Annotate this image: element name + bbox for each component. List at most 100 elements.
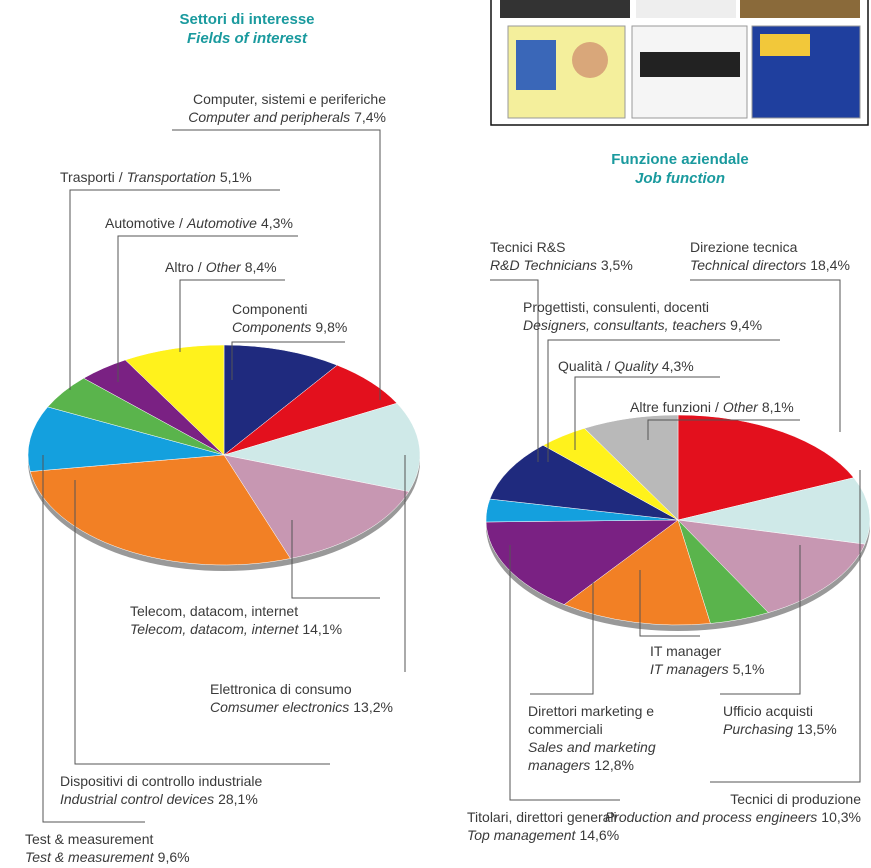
category-label: Computer, sistemi e periferiche [193, 91, 386, 107]
value-label: 5,1% [732, 661, 765, 677]
category-label: Altre funzioni [630, 399, 711, 415]
title: Funzione aziendale [611, 151, 749, 168]
leader-line [69, 189, 280, 390]
value-label: 18,4% [810, 257, 850, 273]
leader-line [117, 235, 298, 382]
category-label-en: R&D Technicians [490, 257, 597, 273]
category-label-en: Test & measurement [25, 849, 154, 865]
separator: / [197, 259, 202, 275]
value-label: 10,3% [821, 809, 861, 825]
category-label-en: Technical directors [690, 257, 807, 273]
value-label: 14,1% [302, 621, 343, 637]
category-label-en: Production and process engineers [604, 809, 818, 825]
category-label: Tecnici R&S [490, 239, 566, 255]
inset-ad [636, 0, 736, 18]
value-label: 4,3% [661, 358, 694, 374]
slice-label: Ufficio acquisti Purchasing 13,5% [723, 702, 841, 738]
leader-line [574, 376, 720, 450]
inset-ad [516, 40, 556, 90]
category-label-en: Comsumer electronics [210, 699, 350, 715]
slice-label: Direttori marketing e commerciali Sales a… [528, 702, 668, 774]
inset-ad [572, 42, 608, 78]
leader-line [231, 341, 345, 380]
category-label: Tecnici di produzione [730, 791, 861, 807]
category-label-en: Industrial control devices [60, 791, 215, 807]
chart-title: Settori di interesse Fields of interest [117, 10, 377, 48]
category-label-en: Computer and peripherals [188, 109, 351, 125]
leader-line [720, 545, 801, 695]
slice-label: Altro / Other 8,4% [165, 258, 281, 276]
value-label: 9,4% [730, 317, 763, 333]
category-label-en: Designers, consultants, teachers [523, 317, 727, 333]
value-label: 13,2% [353, 699, 393, 715]
inset-ad [500, 0, 630, 18]
separator: / [179, 215, 183, 231]
pie-slice [563, 519, 711, 626]
pie-slice [677, 519, 866, 613]
category-label-en: Sales and marketing managers [528, 739, 656, 773]
pie-slice [489, 445, 679, 521]
inset-ad [740, 0, 860, 18]
leader-line [42, 455, 145, 823]
slice-label: Test & measurement Test & measurement 9,6% [25, 830, 194, 866]
category-label: Componenti [232, 301, 308, 317]
value-label: 14,6% [579, 827, 620, 843]
category-label-en: Transportation [126, 169, 216, 185]
leader-line [690, 279, 841, 432]
slice-label: IT manager IT managers 5,1% [650, 642, 769, 678]
leader-line [647, 419, 800, 440]
pie-slice [223, 402, 421, 492]
slice-label: Direzione tecnica Technical directors 18,4… [690, 238, 854, 274]
leader-line [172, 129, 381, 400]
pie-slice [124, 344, 225, 456]
leader-line [179, 279, 285, 352]
ad-inset [490, 0, 869, 126]
value-label: 3,5% [600, 257, 633, 273]
slice-label: Componenti Components 9,8% [232, 300, 351, 336]
category-label: Telecom, datacom, internet [130, 603, 299, 619]
leader-line [74, 480, 330, 765]
category-label-en: Telecom, datacom, internet [130, 621, 299, 637]
leader-line [547, 339, 780, 462]
value-label: 9,8% [315, 319, 348, 335]
value-label: 4,3% [260, 215, 293, 231]
slice-label: Qualità / Quality 4,3% [558, 357, 698, 375]
separator: / [118, 169, 123, 185]
category-label-en: Purchasing [723, 721, 794, 737]
pie-slice [583, 414, 679, 521]
pie-slice [223, 454, 410, 559]
slice-label: Elettronica di consumo Comsumer electroni… [210, 680, 397, 716]
pie-slice [677, 414, 855, 521]
slice-label: Altre funzioni / Other 8,1% [630, 398, 798, 416]
category-label: Dispositivi di controllo industriale [60, 773, 263, 789]
chart-title: Funzione aziendale Job function [550, 150, 810, 188]
leader-line [509, 545, 620, 801]
pie-slice [485, 519, 679, 605]
value-label: 8,1% [761, 399, 794, 415]
slice-label: Tecnici di produzione Production and proc… [605, 790, 865, 826]
leader-line [490, 279, 539, 462]
category-label: Elettronica di consumo [210, 681, 352, 697]
value-label: 28,1% [218, 791, 258, 807]
category-label: Trasporti [60, 169, 115, 185]
category-label: Qualità [558, 358, 603, 374]
slice-label: Tecnici R&S R&D Technicians 3,5% [490, 238, 637, 274]
category-label-en: Quality [614, 358, 658, 374]
category-label: Altro [165, 259, 194, 275]
value-label: 13,5% [797, 721, 837, 737]
subtitle: Job function [635, 170, 725, 187]
category-label: Titolari, direttori generali [467, 809, 617, 825]
pie-slice [27, 406, 225, 472]
leader-line [530, 582, 594, 695]
separator: / [606, 358, 611, 374]
category-label-en: Components [232, 319, 312, 335]
leader-line [639, 570, 700, 637]
category-label: Ufficio acquisti [723, 703, 814, 719]
slice-label: Automotive / Automotive 4,3% [105, 214, 297, 232]
category-label-en: Automotive [186, 215, 257, 231]
slice-label: Trasporti / Transportation 5,1% [60, 168, 256, 186]
value-label: 9,6% [157, 849, 190, 865]
category-label: Direttori marketing e commerciali [528, 703, 655, 737]
